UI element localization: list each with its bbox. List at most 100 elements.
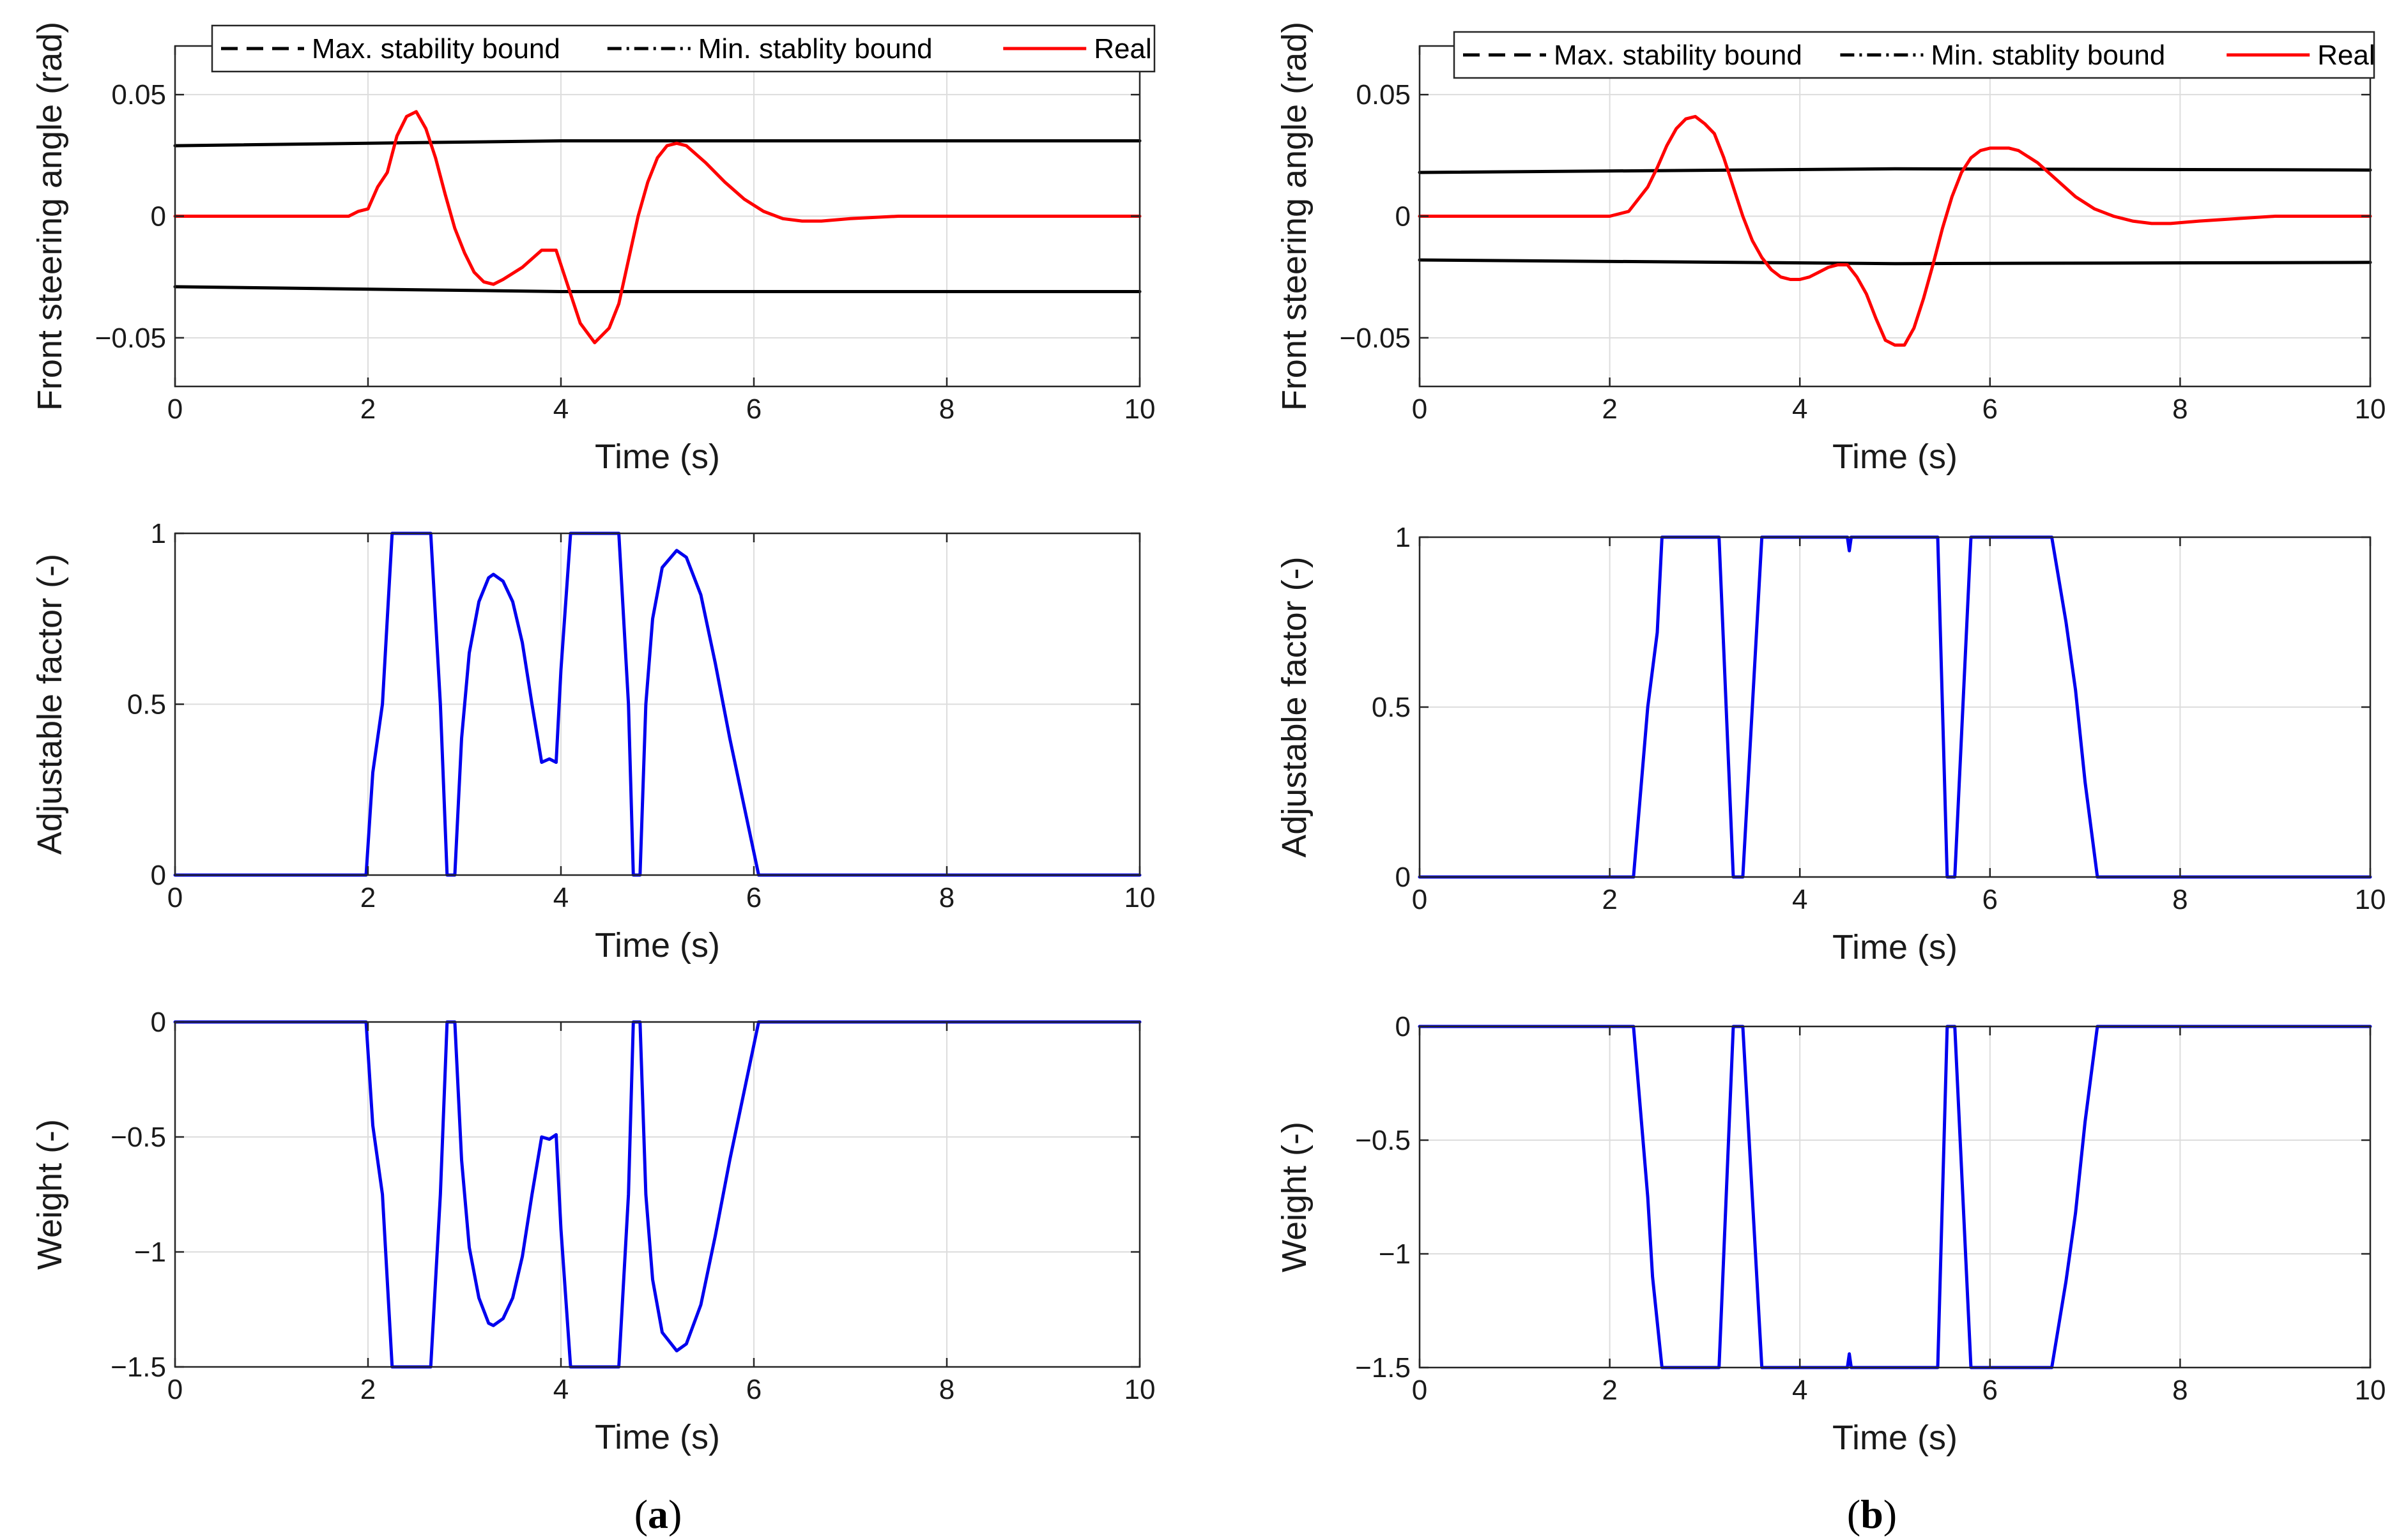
x-axis-label: Time (s) [595, 926, 720, 964]
x-tick-label: 2 [360, 393, 376, 425]
legend-max-bound-label: Max. stability bound [1554, 40, 1802, 71]
subplot-a-steer: 0 2 4 6 8 10 −0.05 0 0.05 Time (s) Front steering … [31, 22, 1155, 476]
x-axis-label: Time (s) [595, 1418, 720, 1456]
legend-max-bound-label: Max. stability bound [312, 33, 560, 65]
caption-a: (a) [634, 1491, 682, 1537]
x-tick-label: 2 [1602, 393, 1617, 425]
y-tick-label: −0.5 [111, 1122, 166, 1153]
series-line-adjustable-factor [173, 531, 1142, 877]
axes-box [174, 1021, 1141, 1368]
x-tick-label: 0 [167, 393, 183, 425]
axes-box [1418, 1025, 2372, 1369]
subplot-a-adj: 0 2 4 6 8 10 0 0.5 1 Time (s) Adjustable factor (-… [31, 518, 1155, 964]
y-tick-label: −0.05 [1340, 323, 1411, 354]
x-tick-label: 10 [1124, 882, 1156, 913]
legend-min-bound-label: Min. stablity bound [698, 33, 933, 65]
x-tick-label: 0 [167, 1374, 183, 1405]
x-tick-label: 4 [1792, 884, 1807, 915]
x-tick-label: 2 [360, 1374, 376, 1405]
y-tick-label: 0.05 [111, 79, 166, 111]
x-axis-label: Time (s) [595, 438, 720, 476]
y-tick-label: 0 [151, 201, 166, 233]
legend-real-label: Real [2317, 40, 2375, 71]
x-tick-label: 8 [939, 1374, 954, 1405]
y-tick-label: 0.05 [1356, 79, 1411, 111]
y-axis-label: Front steering angle (rad) [1275, 22, 1314, 411]
x-tick-label: 2 [1602, 1375, 1617, 1406]
y-tick-label: 1 [151, 518, 166, 549]
x-tick-label: 4 [553, 393, 569, 425]
x-tick-label: 4 [1792, 1375, 1807, 1406]
legend: Max. stability bound Min. stablity bound R… [211, 24, 1156, 73]
series-line-weight [173, 1020, 1142, 1369]
y-tick-label: 0 [1395, 1011, 1411, 1042]
x-tick-label: 10 [2355, 1375, 2386, 1406]
y-tick-label: 0.5 [127, 689, 166, 720]
x-tick-label: 6 [746, 882, 762, 913]
y-axis-label: Adjustable factor (-) [1275, 556, 1314, 857]
x-tick-label: 10 [1124, 1374, 1156, 1405]
y-tick-label: 0.5 [1372, 692, 1411, 723]
y-tick-label: −1 [1379, 1239, 1411, 1270]
x-tick-label: 8 [2172, 393, 2188, 425]
series-line-min-stablity-bound [173, 285, 1142, 293]
x-axis-label: Time (s) [1832, 1419, 1958, 1457]
x-tick-label: 6 [746, 393, 762, 425]
plot-background [1420, 1026, 2370, 1368]
x-tick-label: 8 [939, 882, 954, 913]
y-axis-label: Front steering angle (rad) [31, 22, 69, 411]
x-tick-label: 6 [1982, 1375, 1998, 1406]
series-line-min-stablity-bound [1418, 258, 2372, 266]
legend-box [211, 24, 1156, 73]
series-line-weight [1418, 1025, 2372, 1369]
x-tick-label: 0 [1412, 1375, 1427, 1406]
series-line-max-stability-bound [173, 139, 1142, 148]
x-tick-label: 4 [1792, 393, 1807, 425]
y-tick-label: −0.05 [95, 323, 166, 354]
y-tick-label: 0 [1395, 201, 1411, 233]
subplot-b-adj: 0 2 4 6 8 10 0 0.5 1 Time (s) Adjustable factor (-… [1275, 522, 2386, 966]
x-tick-label: 6 [1982, 884, 1998, 915]
y-tick-label: −1.5 [111, 1352, 166, 1383]
y-axis-label: Adjustable factor (-) [31, 554, 69, 855]
legend-real-label: Real [1094, 33, 1152, 65]
caption-b: (b) [1847, 1491, 1897, 1537]
subplot-b-weight: 0 2 4 6 8 10 −1.5 −1 −0.5 0 Time (s) Weight (-) [1275, 1011, 2386, 1457]
y-axis-label: Weight (-) [1275, 1122, 1314, 1272]
x-tick-label: 4 [553, 1374, 569, 1405]
x-tick-label: 8 [2172, 1375, 2188, 1406]
x-tick-label: 6 [746, 1374, 762, 1405]
x-tick-label: 0 [1412, 884, 1427, 915]
x-tick-label: 6 [1982, 393, 1998, 425]
x-tick-label: 10 [2355, 393, 2386, 425]
series-line-adjustable-factor [1418, 535, 2372, 879]
x-tick-label: 4 [553, 882, 569, 913]
y-tick-label: −0.5 [1355, 1125, 1411, 1156]
y-tick-label: −1.5 [1355, 1352, 1411, 1384]
x-tick-label: 2 [1602, 884, 1617, 915]
y-tick-label: 0 [1395, 862, 1411, 893]
x-tick-label: 10 [2355, 884, 2386, 915]
x-tick-label: 0 [1412, 393, 1427, 425]
x-tick-label: 8 [2172, 884, 2188, 915]
plot-background [175, 1022, 1140, 1367]
subplot-a-weight: 0 2 4 6 8 10 −1.5 −1 −0.5 0 Time (s) Weight (-) [31, 1007, 1155, 1456]
subplot-b-steer: 0 2 4 6 8 10 −0.05 0 0.05 Time (s) Front steering … [1275, 22, 2386, 476]
x-tick-label: 8 [939, 393, 954, 425]
x-axis-label: Time (s) [1832, 438, 1958, 476]
legend-min-bound-label: Min. stablity bound [1931, 40, 2165, 71]
x-tick-label: 2 [360, 882, 376, 913]
y-tick-label: −1 [134, 1237, 166, 1268]
y-axis-label: Weight (-) [31, 1119, 69, 1270]
legend: Max. stability bound Min. stablity bound R… [1453, 31, 2375, 79]
y-tick-label: 0 [151, 1007, 166, 1038]
x-tick-label: 10 [1124, 393, 1156, 425]
series-line-real [1418, 114, 2372, 347]
y-tick-label: 1 [1395, 522, 1411, 553]
x-tick-label: 0 [167, 882, 183, 913]
x-axis-label: Time (s) [1832, 928, 1958, 966]
series-line-real [173, 110, 1142, 344]
series-line-max-stability-bound [1418, 167, 2372, 174]
